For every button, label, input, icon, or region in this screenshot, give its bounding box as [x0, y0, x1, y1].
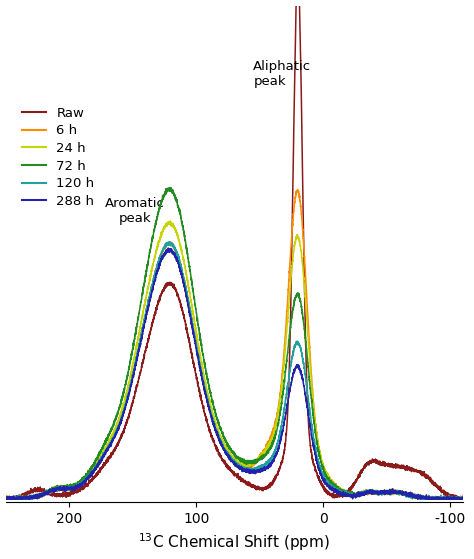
Raw	[3, 495, 9, 502]
6 h	[220, 445, 226, 452]
Raw	[199, 397, 204, 404]
Raw	[220, 457, 226, 464]
120 h	[3, 495, 9, 502]
72 h	[199, 340, 204, 347]
24 h	[199, 359, 204, 366]
120 h	[446, 495, 452, 502]
288 h	[220, 444, 226, 451]
6 h	[460, 495, 466, 502]
24 h	[220, 439, 226, 446]
6 h	[3, 493, 9, 500]
Line: 24 h: 24 h	[6, 221, 463, 499]
72 h	[3, 495, 9, 502]
Raw	[423, 474, 429, 481]
24 h	[167, 217, 173, 224]
Raw	[335, 492, 341, 499]
72 h	[195, 320, 201, 326]
120 h	[195, 352, 201, 358]
Raw	[460, 493, 466, 500]
Raw	[195, 378, 201, 385]
6 h	[295, 186, 301, 193]
Legend: Raw, 6 h, 24 h, 72 h, 120 h, 288 h: Raw, 6 h, 24 h, 72 h, 120 h, 288 h	[17, 102, 100, 213]
288 h	[460, 495, 466, 502]
24 h	[3, 494, 9, 500]
288 h	[446, 495, 452, 502]
Line: Raw: Raw	[6, 0, 463, 499]
72 h	[423, 494, 429, 500]
120 h	[199, 369, 204, 376]
24 h	[335, 486, 341, 492]
72 h	[220, 432, 226, 439]
288 h	[195, 354, 201, 361]
24 h	[3, 495, 9, 502]
72 h	[335, 483, 341, 490]
288 h	[3, 495, 9, 502]
Line: 72 h: 72 h	[6, 188, 463, 499]
Line: 120 h: 120 h	[6, 242, 463, 499]
120 h	[460, 494, 466, 501]
Line: 288 h: 288 h	[6, 248, 463, 499]
6 h	[335, 484, 341, 490]
Line: 6 h: 6 h	[6, 190, 463, 499]
72 h	[446, 495, 452, 502]
X-axis label: $^{13}$C Chemical Shift (ppm): $^{13}$C Chemical Shift (ppm)	[138, 532, 330, 553]
6 h	[424, 495, 429, 502]
288 h	[165, 245, 171, 252]
120 h	[335, 487, 341, 494]
6 h	[199, 369, 204, 376]
24 h	[447, 495, 452, 502]
288 h	[423, 495, 429, 502]
72 h	[460, 495, 466, 501]
288 h	[335, 489, 341, 496]
24 h	[460, 495, 466, 501]
120 h	[220, 441, 226, 448]
Raw	[446, 491, 452, 498]
72 h	[167, 184, 173, 191]
24 h	[195, 339, 201, 346]
Text: Aliphatic
peak: Aliphatic peak	[253, 60, 311, 88]
120 h	[423, 495, 429, 502]
6 h	[447, 495, 452, 501]
120 h	[167, 239, 173, 245]
6 h	[195, 352, 201, 358]
288 h	[199, 372, 204, 379]
Text: Aromatic
peak: Aromatic peak	[105, 197, 165, 225]
24 h	[424, 494, 429, 501]
6 h	[3, 495, 9, 502]
